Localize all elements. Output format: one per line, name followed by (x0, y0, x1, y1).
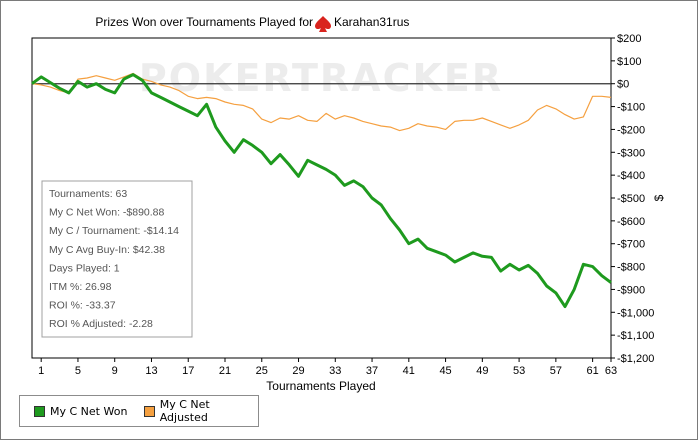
y-tick-label: -$800 (617, 262, 645, 274)
stats-line: ITM %: 26.98 (49, 281, 112, 293)
legend-item-net-won: My C Net Won (34, 404, 127, 418)
legend-swatch-net-adjusted (144, 405, 155, 417)
series-line-net-won (31, 73, 612, 309)
x-tick-label: 61 (586, 365, 598, 377)
x-tick-label: 17 (182, 365, 194, 377)
stats-line: Tournaments: 63 (49, 188, 127, 200)
x-tick-label: 13 (145, 365, 157, 377)
legend-item-net-adjusted: My C Net Adjusted (144, 398, 258, 424)
series-layer (31, 72, 612, 309)
y-tick-label: $0 (617, 79, 629, 91)
stats-line: My C / Tournament: -$14.14 (49, 225, 179, 237)
y-tick-label: -$300 (617, 147, 645, 159)
stats-line: ROI %: -33.37 (49, 300, 116, 312)
y-tick-label: -$200 (617, 124, 645, 136)
y-tick-label: $200 (617, 33, 641, 45)
stats-line: ROI % Adjusted: -2.28 (49, 318, 153, 330)
y-axis-label: $ (652, 194, 666, 201)
y-tick-label: -$1,200 (617, 353, 654, 365)
axes: $200 $100 $0 -$100 -$200 -$300 -$400 -$500 -$600… (31, 33, 654, 377)
x-tick-label: 29 (292, 365, 304, 377)
x-tick-label: 41 (403, 365, 415, 377)
x-tick-label: 9 (112, 365, 118, 377)
stats-line: My C Avg Buy-In: $42.38 (49, 244, 165, 256)
x-tick-label: 53 (513, 365, 525, 377)
y-tick-label: -$700 (617, 239, 645, 251)
y-tick-label: -$600 (617, 216, 645, 228)
stats-box: Tournaments: 63 My C Net Won: -$890.88 My … (41, 180, 193, 338)
x-tick-label: 21 (219, 365, 231, 377)
x-tick-label: 63 (605, 365, 617, 377)
stats-line: My C Net Won: -$890.88 (49, 207, 165, 219)
x-tick-label: 1 (38, 365, 44, 377)
watermark-text: POKERTRACKER (139, 56, 503, 100)
series-line-net-adjusted (31, 72, 612, 132)
legend-label-net-adjusted: My C Net Adjusted (159, 398, 210, 424)
x-tick-label: 37 (366, 365, 378, 377)
player-name: Karahan31rus (334, 15, 409, 29)
legend: My C Net Won My C Net Adjusted (19, 395, 259, 427)
y-tick-label: -$100 (617, 102, 645, 114)
y-tick-label: -$900 (617, 284, 645, 296)
stats-line: Days Played: 1 (49, 262, 120, 274)
y-tick-label: -$1,100 (617, 330, 654, 342)
y-tick-label: $100 (617, 56, 641, 68)
x-tick-label: 57 (550, 365, 562, 377)
x-tick-label: 25 (256, 365, 268, 377)
spade-icon (315, 16, 331, 32)
legend-label-net-won: My C Net Won (50, 404, 128, 418)
x-tick-label: 5 (75, 365, 81, 377)
y-tick-label: -$400 (617, 170, 645, 182)
x-tick-label: 45 (439, 365, 451, 377)
legend-swatch-net-won (34, 405, 45, 417)
y-tick-label: -$1,000 (617, 307, 654, 319)
x-tick-label: 49 (476, 365, 488, 377)
chart-title: Prizes Won over Tournaments Played for (95, 15, 313, 29)
x-tick-label: 33 (329, 365, 341, 377)
x-axis-label: Tournaments Played (266, 379, 375, 393)
y-tick-label: -$500 (617, 193, 645, 205)
